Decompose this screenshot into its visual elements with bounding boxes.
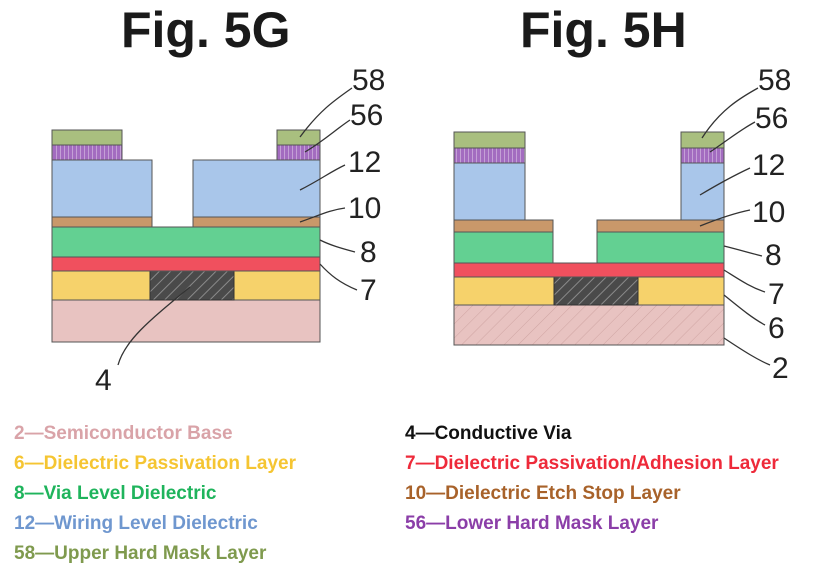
wiring-dielectric-right — [192, 159, 321, 218]
legend-item-semiconductor-base: 2—Semiconductor Base — [14, 423, 233, 445]
legend-item-adhesion-layer: 7—Dielectric Passivation/Adhesion Layer — [405, 453, 779, 475]
label-12: 12 — [752, 149, 785, 182]
legend-item-wiring-level-dielectric: 12—Wiring Level Dielectric — [14, 513, 258, 535]
legend-number: 6 — [14, 453, 25, 474]
label-10: 10 — [348, 192, 381, 225]
semiconductor-base-layer — [453, 304, 725, 346]
semiconductor-base-layer — [51, 299, 321, 343]
leader-58 — [299, 87, 353, 138]
label-58: 58 — [352, 64, 385, 97]
legend-separator: — — [415, 453, 435, 474]
wiring-dielectric-right — [680, 162, 725, 221]
leader-56 — [709, 121, 756, 153]
legend-number: 12 — [14, 513, 36, 534]
leader-4 — [117, 286, 191, 366]
legend-text: Dielectric Etch Stop Layer — [445, 483, 681, 504]
legend-item-etch-stop: 10—Dielectric Etch Stop Layer — [405, 483, 681, 505]
legend-number: 7 — [405, 453, 416, 474]
lower-hard-mask-left — [51, 144, 123, 161]
upper-hard-mask-right — [276, 129, 321, 146]
legend-separator: — — [426, 513, 446, 534]
figure-5h-title: Fig. 5H — [520, 2, 687, 58]
legend-item-lower-hard-mask: 56—Lower Hard Mask Layer — [405, 513, 658, 535]
legend-separator: — — [24, 423, 44, 444]
label-56: 56 — [350, 99, 383, 132]
legend-number: 10 — [405, 483, 427, 504]
label-7: 7 — [360, 274, 377, 307]
legend-item-via-level-dielectric: 8—Via Level Dielectric — [14, 483, 216, 505]
figure-5g-title: Fig. 5G — [121, 2, 290, 58]
legend-number: 4 — [405, 423, 416, 444]
wiring-dielectric-left — [453, 162, 526, 221]
legend-separator: — — [24, 453, 44, 474]
leader-2 — [723, 337, 771, 366]
leader-58 — [701, 87, 759, 139]
leader-12 — [699, 167, 751, 196]
label-10: 10 — [752, 196, 785, 229]
label-4: 4 — [95, 364, 112, 397]
legend-item-dielectric-passivation: 6—Dielectric Passivation Layer — [14, 453, 296, 475]
lower-hard-mask-left — [453, 147, 526, 164]
legend-separator: — — [24, 483, 44, 504]
legend-item-upper-hard-mask: 58—Upper Hard Mask Layer — [14, 543, 266, 565]
adhesion-layer — [51, 256, 321, 272]
via-dielectric-right — [596, 231, 725, 264]
wiring-dielectric-left — [51, 159, 153, 218]
upper-hard-mask-left — [453, 131, 526, 149]
leader-7 — [319, 263, 358, 291]
label-12: 12 — [348, 146, 381, 179]
leader-12 — [299, 164, 346, 191]
via-level-dielectric — [51, 226, 321, 258]
label-2: 2 — [772, 352, 789, 385]
legend-text: Semiconductor Base — [43, 423, 233, 444]
label-58: 58 — [758, 64, 791, 97]
figure-5h: Fig. 5H 58 56 12 10 8 7 — [453, 2, 791, 385]
label-8: 8 — [360, 236, 377, 269]
legend-separator: — — [415, 423, 435, 444]
legend-separator: — — [35, 513, 55, 534]
legend-number: 2 — [14, 423, 25, 444]
legend-text: Dielectric Passivation/Adhesion Layer — [434, 453, 779, 474]
via-dielectric-left — [453, 231, 554, 264]
legend-number: 58 — [14, 543, 36, 564]
legend-separator: — — [35, 543, 55, 564]
legend-number: 8 — [14, 483, 25, 504]
etch-stop-right — [596, 219, 725, 233]
conductive-via — [553, 276, 639, 306]
etch-stop-left — [51, 216, 153, 228]
legend-text: Via Level Dielectric — [43, 483, 217, 504]
conductive-via — [149, 270, 235, 301]
leader-6 — [723, 294, 766, 326]
legend-text: Conductive Via — [434, 423, 572, 444]
leader-56 — [304, 119, 351, 153]
leader-8 — [723, 245, 763, 257]
upper-hard-mask-left — [51, 129, 123, 146]
leader-7 — [723, 269, 766, 293]
figure-5g: Fig. 5G 58 56 12 10 8 7 4 — [51, 2, 385, 397]
lower-hard-mask-right — [680, 147, 725, 164]
legend-text: Wiring Level Dielectric — [54, 513, 258, 534]
leader-10 — [699, 209, 751, 227]
label-6: 6 — [768, 312, 785, 345]
label-8: 8 — [765, 239, 782, 272]
cross-section-diagrams: Fig. 5G 58 56 12 10 8 7 4 — [51, 2, 791, 397]
label-7: 7 — [768, 278, 785, 311]
leader-8 — [319, 239, 356, 253]
legend-text: Lower Hard Mask Layer — [445, 513, 659, 534]
upper-hard-mask-right — [680, 131, 725, 149]
legend-separator: — — [426, 483, 446, 504]
adhesion-layer — [453, 262, 725, 278]
legend-number: 56 — [405, 513, 427, 534]
legend-text: Dielectric Passivation Layer — [43, 453, 296, 474]
legend-text: Upper Hard Mask Layer — [54, 543, 267, 564]
legend-item-conductive-via: 4—Conductive Via — [405, 423, 571, 445]
leader-10 — [299, 207, 346, 223]
etch-stop-left — [453, 219, 554, 233]
label-56: 56 — [755, 102, 788, 135]
